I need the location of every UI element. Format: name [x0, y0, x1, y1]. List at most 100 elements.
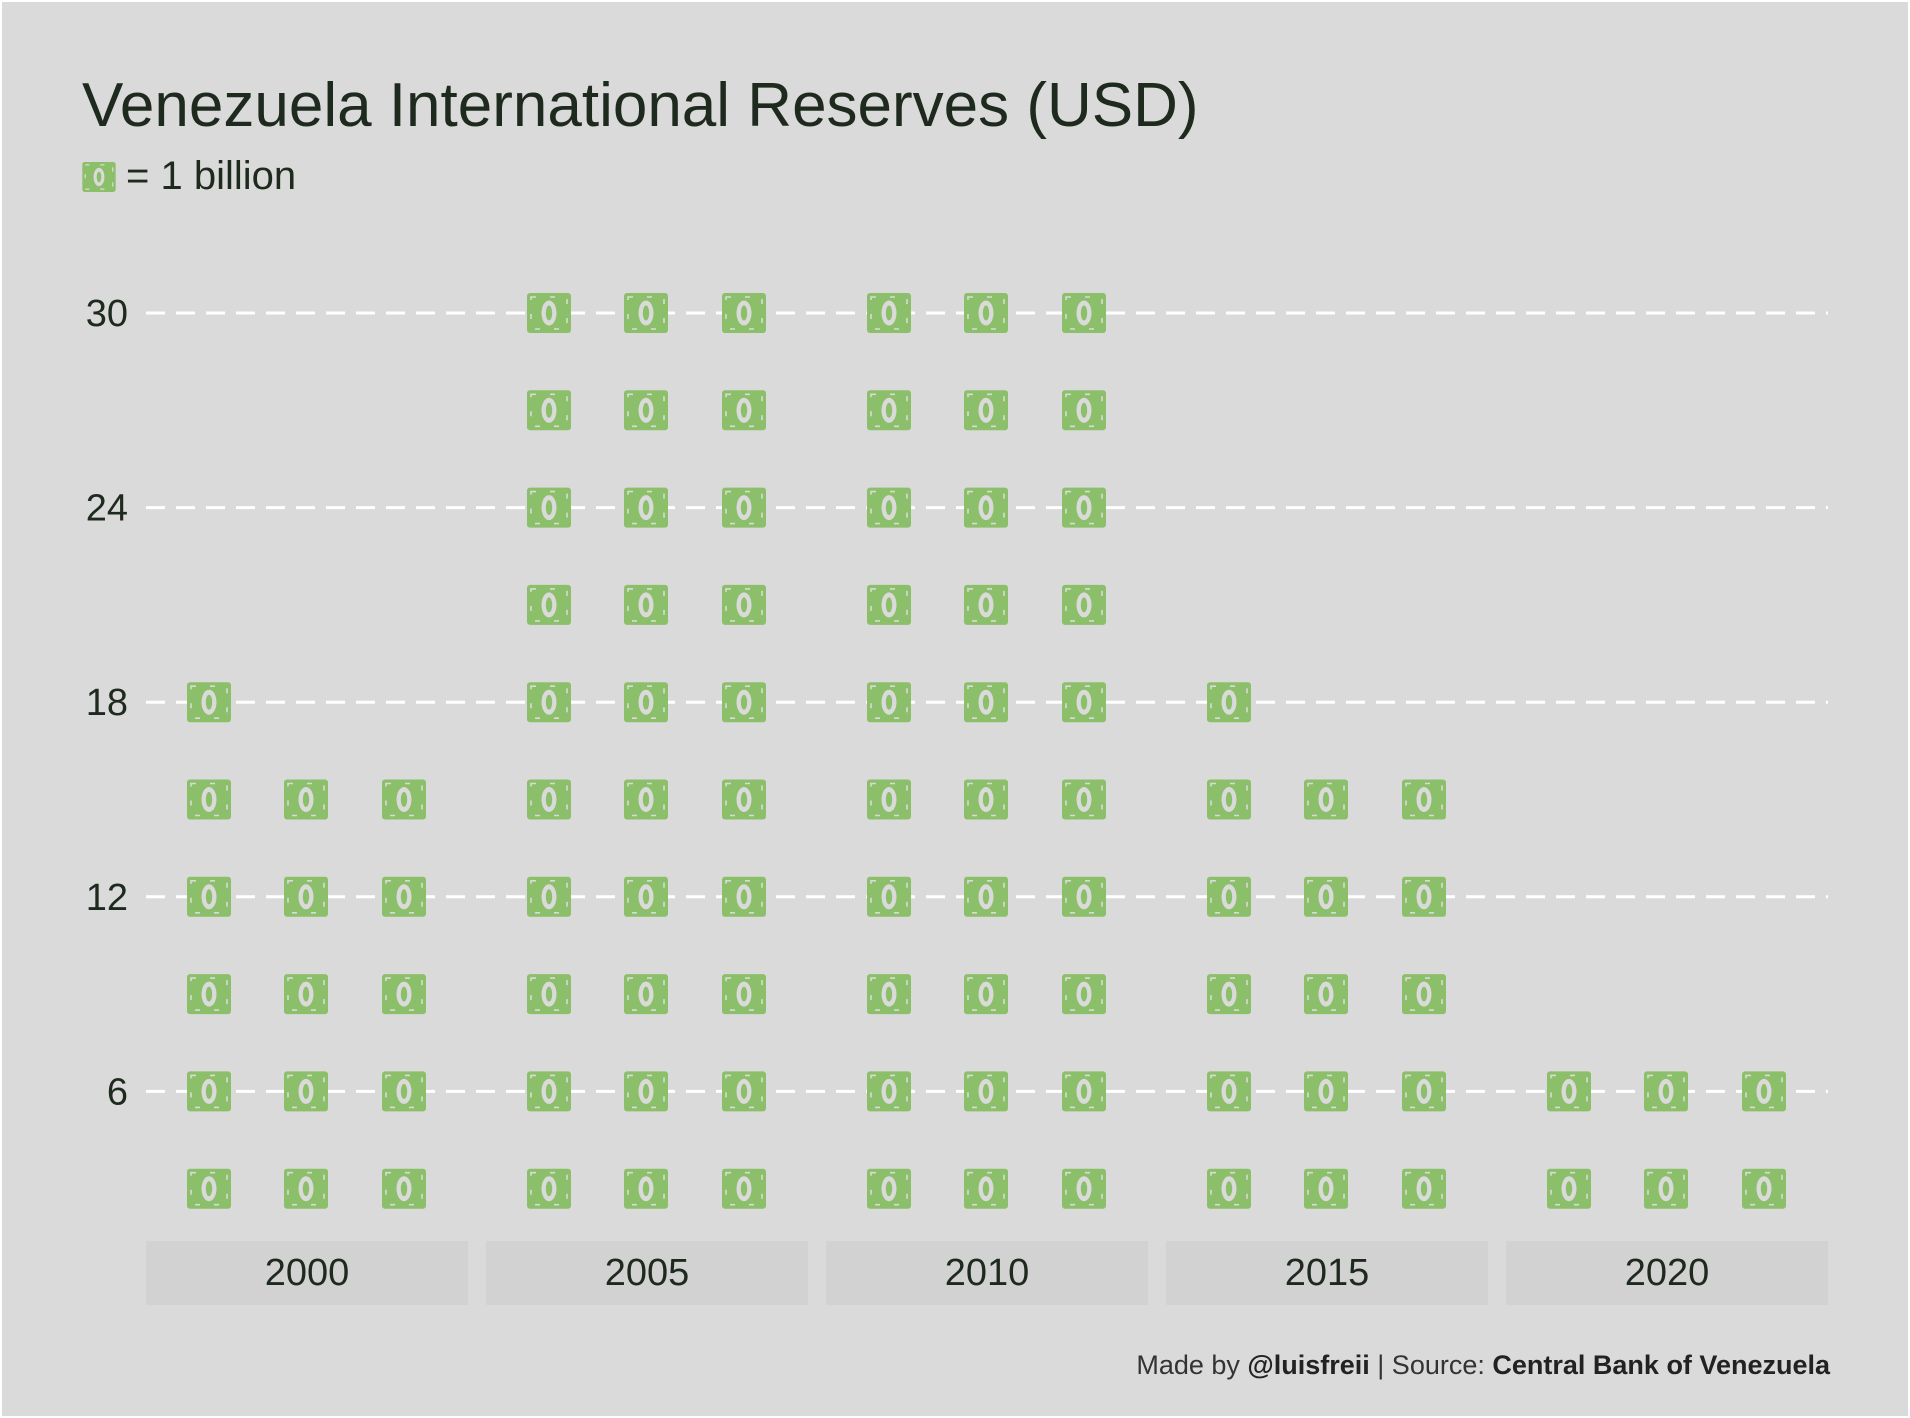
chart-title: Venezuela International Reserves (USD)	[82, 71, 1199, 140]
dollar-bill-icon	[624, 1168, 668, 1209]
dollar-bill-icon	[1062, 390, 1106, 431]
dollar-bill-icon	[722, 584, 766, 625]
dollar-bill-icon	[1644, 1168, 1688, 1209]
dollar-bill-icon	[527, 682, 571, 723]
dollar-bill-icon	[722, 1168, 766, 1209]
dollar-bill-icon	[284, 876, 328, 917]
dollar-bill-icon	[1304, 1168, 1348, 1209]
dollar-bill-icon	[187, 779, 231, 820]
dollar-bill-icon	[1062, 584, 1106, 625]
dollar-bill-icon	[867, 1071, 911, 1112]
dollar-bill-icon	[867, 390, 911, 431]
dollar-bill-icon	[722, 487, 766, 528]
dollar-bill-icon	[1062, 1168, 1106, 1209]
panel-strip-2005	[486, 1241, 808, 1305]
dollar-bill-icon	[867, 584, 911, 625]
dollar-bill-icon	[527, 1168, 571, 1209]
dollar-bill-icon	[624, 293, 668, 333]
panel-label: 2020	[1625, 1252, 1710, 1294]
dollar-bill-icon	[722, 876, 766, 917]
caption-source: Central Bank of Venezuela	[1492, 1350, 1830, 1380]
dollar-bill-icon	[527, 779, 571, 820]
dollar-bill-icon	[964, 584, 1008, 625]
dollar-bill-icon	[284, 779, 328, 820]
dollar-bill-icon	[624, 682, 668, 723]
dollar-bill-icon	[1402, 1168, 1446, 1209]
caption-made-by: Made by	[1136, 1350, 1240, 1380]
dollar-bill-icon	[527, 487, 571, 528]
y-tick-label: 24	[86, 488, 128, 530]
dollar-bill-icon	[527, 293, 571, 333]
dollar-bill-icon	[1304, 1071, 1348, 1112]
dollar-bill-icon	[1062, 487, 1106, 528]
dollar-bill-icon	[382, 974, 426, 1015]
dollar-bill-icon	[284, 1168, 328, 1209]
dollar-bill-icon	[722, 390, 766, 431]
dollar-bill-icon	[1062, 974, 1106, 1015]
dollar-bill-icon	[624, 974, 668, 1015]
dollar-bill-icon	[722, 682, 766, 723]
dollar-bill-icon	[1207, 682, 1251, 723]
caption-author: @luisfreii	[1247, 1350, 1370, 1380]
dollar-bill-icon	[1062, 779, 1106, 820]
panel-label: 2000	[265, 1252, 350, 1294]
legend: = 1 billion	[82, 154, 296, 199]
dollar-bill-icon	[1402, 876, 1446, 917]
dollar-bill-icon	[1207, 974, 1251, 1015]
dollar-bill-icon	[527, 390, 571, 431]
panel-label: 2005	[605, 1252, 690, 1294]
dollar-bill-icon	[867, 779, 911, 820]
dollar-bill-icon	[1062, 876, 1106, 917]
dollar-bill-icon	[867, 487, 911, 528]
dollar-bill-icon	[867, 682, 911, 723]
dollar-bill-icon	[527, 1071, 571, 1112]
dollar-bill-icon	[527, 584, 571, 625]
dollar-bill-icon	[964, 487, 1008, 528]
panel-strip-2015	[1166, 1241, 1488, 1305]
dollar-bill-icon	[964, 293, 1008, 333]
dollar-bill-icon	[284, 1071, 328, 1112]
dollar-bill-icon	[1304, 974, 1348, 1015]
dollar-bill-icon	[867, 1168, 911, 1209]
dollar-bill-icon	[722, 779, 766, 820]
dollar-bill-icon	[527, 974, 571, 1015]
dollar-bill-icon	[382, 1168, 426, 1209]
dollar-bill-icon	[964, 682, 1008, 723]
dollar-bill-icon	[722, 293, 766, 333]
dollar-bill-icon	[1547, 1071, 1591, 1112]
dollar-bill-icon	[1304, 779, 1348, 820]
dollar-bill-icon	[964, 876, 1008, 917]
dollar-bill-icon	[82, 161, 116, 192]
dollar-bill-icon	[187, 1168, 231, 1209]
dollar-bill-icon	[1402, 974, 1446, 1015]
dollar-bill-icon	[1207, 1071, 1251, 1112]
legend-label: = 1 billion	[126, 154, 297, 198]
dollar-bill-icon	[964, 390, 1008, 431]
dollar-bill-icon	[867, 974, 911, 1015]
dollar-bill-icon	[1062, 682, 1106, 723]
panel-label: 2015	[1285, 1252, 1370, 1294]
dollar-bill-icon	[1207, 779, 1251, 820]
dollar-bill-icon	[624, 584, 668, 625]
dollar-bill-icon	[624, 779, 668, 820]
dollar-bill-icon	[187, 682, 231, 723]
caption: Made by @luisfreii | Source: Central Ban…	[1136, 1350, 1830, 1381]
panel-strip-2020	[1506, 1241, 1828, 1305]
dollar-bill-icon	[1304, 876, 1348, 917]
dollar-bill-icon	[1207, 876, 1251, 917]
dollar-bill-icon	[187, 876, 231, 917]
dollar-bill-icon	[284, 974, 328, 1015]
dollar-bill-icon	[187, 1071, 231, 1112]
dollar-bill-icon	[1742, 1168, 1786, 1209]
dollar-bill-icon	[187, 974, 231, 1015]
dollar-bill-icon	[867, 293, 911, 333]
dollar-bill-icon	[382, 1071, 426, 1112]
dollar-bill-icon	[722, 1071, 766, 1112]
panel-label: 2010	[945, 1252, 1030, 1294]
dollar-bill-icon	[1062, 1071, 1106, 1112]
dollar-bill-icon	[624, 487, 668, 528]
dollar-bill-icon	[964, 1071, 1008, 1112]
y-tick-label: 18	[86, 682, 128, 724]
dollar-bill-icon	[964, 1168, 1008, 1209]
y-tick-label: 12	[86, 877, 128, 919]
